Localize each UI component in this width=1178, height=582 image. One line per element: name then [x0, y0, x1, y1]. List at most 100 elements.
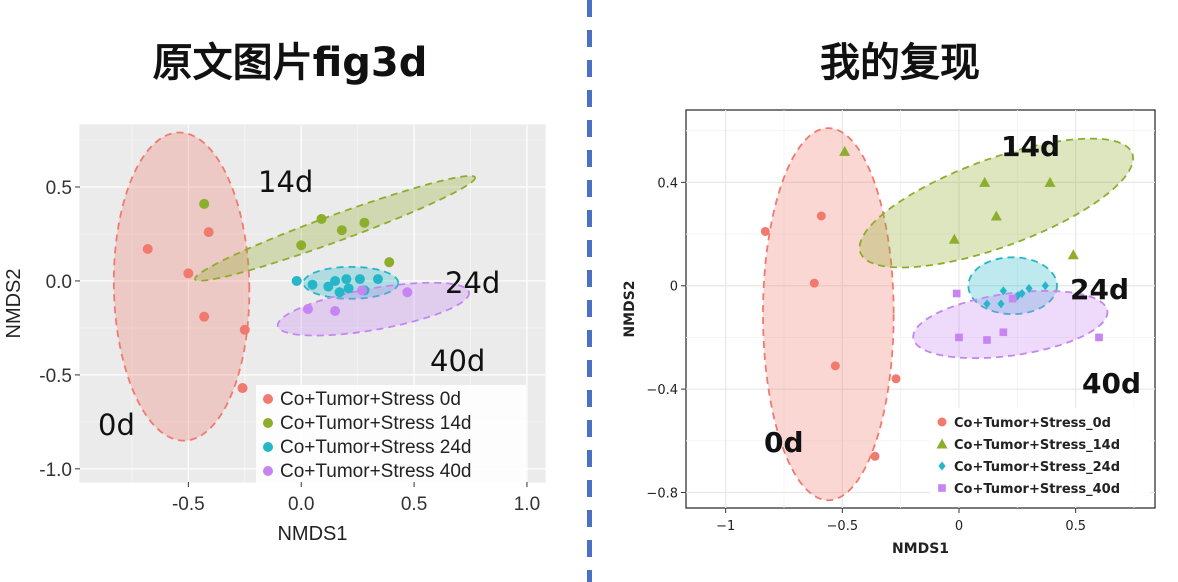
- point-40d: [955, 333, 963, 342]
- legend-key-24d: [263, 442, 273, 452]
- legend-entry-24d: Co+Tumor+Stress_24d: [954, 460, 1120, 475]
- group-label-40d: 40d: [430, 344, 485, 378]
- point-14d: [199, 198, 210, 209]
- ellipse-0d: [762, 127, 895, 502]
- ellipse-14d: [858, 137, 1135, 269]
- ellipse-14d: [194, 175, 477, 282]
- legend-key-14d: [263, 418, 273, 428]
- point-40d: [952, 289, 961, 298]
- y-tick-label: -0.5: [39, 366, 72, 387]
- x-tick-label: 0: [955, 519, 963, 534]
- point-0d: [237, 383, 248, 394]
- reproduction-heading: 我的复现: [820, 40, 980, 86]
- point-24d: [372, 274, 383, 285]
- legend-entry-14d: Co+Tumor+Stress_14d: [954, 438, 1120, 453]
- x-tick-label: 0.5: [401, 494, 427, 515]
- legend-key-14d: [936, 438, 948, 449]
- x-tick-label: 0.0: [288, 494, 314, 515]
- point-40d: [330, 306, 341, 317]
- point-14d: [384, 257, 395, 268]
- point-0d: [239, 324, 250, 335]
- point-0d: [816, 211, 826, 221]
- legend-box: [256, 385, 526, 491]
- y-tick-label: -1.0: [39, 460, 72, 481]
- point-14d: [1044, 176, 1056, 187]
- ellipse-40d: [912, 290, 1109, 360]
- point-0d: [183, 268, 194, 279]
- point-24d: [323, 281, 334, 292]
- dashed-divider: [587, 0, 592, 582]
- y-tick-label: 0.5: [46, 178, 72, 199]
- point-14d: [1067, 249, 1079, 260]
- point-40d: [302, 304, 313, 315]
- group-label-0d: 0d: [98, 408, 135, 442]
- legend-entry-40d: Co+Tumor+Stress 40d: [280, 461, 472, 482]
- original-figure-heading: 原文图片fig3d: [152, 40, 428, 86]
- point-14d: [839, 145, 851, 156]
- group-label-40d: 40d: [1082, 367, 1141, 400]
- ellipse-0d: [112, 131, 251, 442]
- legend-entry-14d: Co+Tumor+Stress 14d: [280, 413, 472, 434]
- original-scatter-chart: 0d 14d 24d 40d Co+Tumor+Stress 0d Co+Tumor+St…: [3, 124, 546, 545]
- point-0d: [809, 278, 819, 288]
- point-0d: [203, 227, 214, 238]
- point-40d: [357, 285, 368, 296]
- y-tick-label: 0: [670, 280, 678, 295]
- legend-entry-0d: Co+Tumor+Stress 0d: [280, 389, 461, 410]
- point-0d: [830, 361, 840, 371]
- x-tick-label: 0.5: [1065, 519, 1086, 534]
- group-label-24d: 24d: [1070, 273, 1129, 306]
- point-24d: [1041, 281, 1049, 291]
- point-40d: [983, 336, 991, 344]
- point-14d: [336, 225, 347, 236]
- legend-key-40d: [263, 466, 273, 476]
- group-label-14d: 14d: [1001, 130, 1060, 163]
- legend-box: [930, 408, 1150, 506]
- point-40d: [1095, 333, 1103, 342]
- point-24d: [343, 283, 354, 294]
- x-tick-label: 1.0: [514, 494, 540, 515]
- y-tick-label: 0.0: [46, 272, 72, 293]
- point-24d: [997, 299, 1005, 309]
- y-tick-label: −0.4: [646, 383, 678, 398]
- point-0d: [142, 244, 153, 255]
- group-label-14d: 14d: [258, 165, 313, 199]
- point-24d: [999, 286, 1007, 296]
- x-tick-label: −1: [716, 519, 735, 534]
- point-24d: [983, 299, 991, 309]
- x-axis-label: NMDS1: [892, 541, 949, 557]
- point-14d: [979, 176, 991, 187]
- plot-area: [112, 131, 477, 442]
- x-tick-label: −0.5: [827, 519, 859, 534]
- y-axis-label: NMDS2: [3, 268, 25, 338]
- point-0d: [870, 451, 880, 461]
- point-14d: [359, 217, 370, 228]
- x-axis-label: NMDS1: [277, 523, 347, 545]
- point-40d: [999, 328, 1008, 337]
- x-tick-label: -0.5: [172, 494, 205, 515]
- legend-key-0d: [263, 394, 273, 404]
- point-24d: [341, 274, 352, 285]
- point-40d: [1008, 294, 1017, 303]
- legend-key-0d: [937, 417, 947, 427]
- legend-key-24d: [938, 461, 946, 471]
- y-tick-label: 0.4: [657, 176, 678, 191]
- group-label-0d: 0d: [764, 426, 804, 459]
- legend-entry-40d: Co+Tumor+Stress_40d: [954, 482, 1120, 497]
- plot-area: [760, 127, 1135, 502]
- point-24d: [1013, 291, 1021, 301]
- ellipse-40d: [276, 281, 471, 337]
- point-14d: [990, 210, 1002, 221]
- y-axis-label: NMDS2: [622, 280, 638, 337]
- point-24d: [291, 275, 302, 286]
- point-0d: [891, 374, 901, 384]
- reproduction-scatter-chart: 0d 14d 24d 40d Co+Tumor+Stress_0d Co+Tumor+St…: [622, 109, 1156, 557]
- point-14d: [316, 213, 327, 224]
- point-0d: [199, 311, 210, 322]
- point-24d: [334, 287, 345, 298]
- y-tick-label: −0.8: [646, 486, 678, 501]
- point-14d: [296, 240, 307, 251]
- legend-entry-24d: Co+Tumor+Stress 24d: [280, 437, 472, 458]
- point-24d: [307, 279, 318, 290]
- point-40d: [402, 287, 413, 298]
